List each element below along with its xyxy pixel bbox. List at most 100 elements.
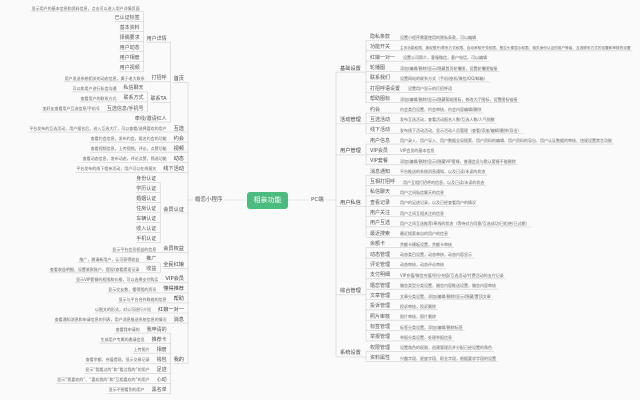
node-subtopic[interactable]: 帮助图标	[370, 96, 391, 103]
node-subtopic[interactable]: VIP套餐	[370, 158, 388, 165]
node-topic[interactable]: 帮助	[173, 296, 184, 303]
node-subtopic[interactable]: 支付明细	[370, 272, 391, 279]
node-subtopic[interactable]: 身份认证	[136, 175, 157, 182]
node-subtopic[interactable]: 联系我们	[370, 75, 391, 82]
node-subtopic[interactable]: 推广	[146, 256, 157, 263]
node-topic[interactable]: 红娘一对一	[158, 306, 184, 313]
node-topic[interactable]: 用户私信	[340, 200, 361, 207]
node-subtopic[interactable]: 资料属性	[370, 355, 391, 362]
node-subtopic[interactable]: 用户关注	[370, 210, 391, 217]
node-topic[interactable]: 懂得推荐	[163, 286, 184, 293]
node-subtopic[interactable]: 基本资料	[119, 25, 140, 32]
node-subtopic[interactable]: 心动	[156, 376, 167, 383]
node-subtopic[interactable]: 联系TA	[150, 95, 167, 102]
node-topic[interactable]: 动态	[173, 155, 184, 162]
node-topic[interactable]: 约会	[173, 135, 184, 142]
node-description: 用户之间互选推荐/牵线的状态（等待对方同意/互选成功/已拒绝/已过期）	[400, 220, 530, 226]
node-subtopic[interactable]: 隐私条款	[370, 34, 391, 40]
node-subtopic[interactable]: 约会	[370, 106, 381, 113]
node-description: VIP会员的基本信息	[400, 148, 435, 154]
node-topic[interactable]: 活动管理	[340, 117, 361, 124]
node-description: 显示“我喜欢的”、“喜欢我的”和“互相喜欢的”的用户	[57, 377, 150, 383]
node-subtopic[interactable]: 举报管理	[370, 334, 391, 341]
node-topic[interactable]: 视频	[173, 145, 184, 152]
node-topic[interactable]: 线下活动	[163, 165, 184, 172]
node-subtopic[interactable]: 消息通知	[370, 168, 391, 175]
node-description: 显示平台会员权益的信息	[112, 246, 157, 252]
node-subtopic[interactable]: 互相打招呼	[370, 179, 396, 186]
central-topic[interactable]: 相亲功能	[247, 192, 288, 209]
node-topic[interactable]: 我的	[173, 357, 184, 364]
node-description: 显示交友数，懂得我的资讯	[108, 286, 157, 292]
node-subtopic[interactable]: 用户互选	[370, 220, 391, 227]
node-description: 查看收益明细，设置收款账户，提现/查看提现记录	[49, 266, 140, 272]
node-subtopic[interactable]: 用户相册	[119, 55, 140, 62]
node-description: 添加/编辑/删除/显示/隐藏VIP套餐，普通会员与默认套餐不能删除	[400, 158, 516, 164]
node-subtopic[interactable]: 收入认证	[136, 226, 157, 233]
node-subtopic[interactable]: 收益	[146, 266, 157, 273]
node-subtopic[interactable]: 钱包	[156, 356, 167, 363]
node-subtopic[interactable]: 择偶要求	[119, 35, 140, 42]
branch-pc[interactable]: PC端	[309, 196, 326, 204]
node-topic[interactable]: 用户管理	[340, 148, 361, 155]
node-subtopic[interactable]: 动态管理	[370, 251, 391, 258]
node-subtopic[interactable]: 联系方式	[123, 95, 144, 102]
branch-mini-program[interactable]: 婚恋小程序	[193, 196, 225, 204]
node-subtopic[interactable]: 打招呼语设置	[370, 85, 401, 92]
node-topic[interactable]: 会员认证	[163, 206, 184, 213]
node-subtopic[interactable]: 打招呼	[151, 75, 167, 82]
node-subtopic[interactable]: 最近搜索	[370, 230, 391, 237]
node-subtopic[interactable]: 用户动态	[119, 45, 140, 52]
node-subtopic[interactable]: 已认证标签	[114, 15, 140, 22]
node-topic[interactable]: 互选	[173, 125, 184, 132]
node-subtopic[interactable]: 私信聊天	[123, 85, 144, 92]
node-subtopic[interactable]: 车辆认证	[136, 216, 157, 223]
node-description: 投诉审核，投诉删除	[400, 303, 436, 309]
node-topic[interactable]: 会员权益	[163, 246, 184, 253]
node-description: 添加/编辑/删除/显示/隐藏帮助图标，修改大厅图标，设置图标链接	[400, 96, 518, 102]
node-topic[interactable]: 首页	[173, 76, 184, 83]
node-description: 显示“我看过的”和“看过我的”的用户	[85, 367, 150, 373]
node-description: 设置网站的联系方式（手机/座机/微信/QQ/邮箱）	[400, 75, 488, 81]
node-subtopic[interactable]: 互选活动	[370, 116, 391, 123]
node-subtopic[interactable]: 投诉管理	[370, 303, 391, 310]
node-subtopic[interactable]: 权限管理	[370, 344, 391, 351]
node-description: 约会类目设置，约会审核，约会内容编辑/删除	[400, 107, 482, 113]
node-description: 用户互相打招呼的信息，以及已读/未读的状态	[403, 179, 485, 185]
node-subtopic[interactable]: 黑名单	[151, 386, 167, 393]
node-subtopic[interactable]: 轮播图	[370, 65, 386, 72]
node-topic[interactable]: 全民红娘	[163, 261, 184, 268]
node-subtopic[interactable]: 学历认证	[136, 185, 157, 192]
node-subtopic[interactable]: 余额卡	[370, 241, 386, 248]
node-subtopic[interactable]: 照片审核	[370, 313, 391, 320]
node-subtopic[interactable]: 查看记录	[370, 199, 391, 206]
node-subtopic[interactable]: 文章管理	[370, 293, 391, 299]
node-subtopic[interactable]: 相册	[156, 346, 167, 353]
node-topic[interactable]: 基础设置	[340, 65, 361, 72]
node-subtopic[interactable]: 互选信息/手机号	[106, 105, 144, 112]
node-subtopic[interactable]: 婚恋管理	[370, 282, 391, 289]
node-subtopic[interactable]: 足迹	[156, 366, 167, 373]
node-subtopic[interactable]: 红娘一对一	[370, 54, 396, 61]
node-subtopic[interactable]: 用户视频	[119, 65, 140, 72]
node-topic[interactable]: 综合管理	[340, 288, 361, 295]
node-subtopic[interactable]: 婚姻认证	[136, 195, 157, 202]
node-subtopic[interactable]: 手机认证	[136, 236, 157, 243]
node-subtopic[interactable]: 用户信息	[370, 137, 391, 144]
node-description: 用户之间私信聊天的信息	[400, 189, 444, 195]
node-subtopic[interactable]: 评论管理	[370, 261, 391, 268]
node-subtopic[interactable]: 我申请的	[146, 326, 167, 333]
node-subtopic[interactable]: VIP会员	[370, 147, 388, 154]
node-subtopic[interactable]: 用户详情	[146, 35, 167, 42]
node-subtopic[interactable]: 功能开关	[370, 44, 391, 51]
node-description: 显示不想看到的用户	[108, 387, 145, 393]
node-subtopic[interactable]: 推荐卡	[151, 336, 167, 343]
node-subtopic[interactable]: 住房认证	[136, 206, 157, 212]
node-topic[interactable]: 消息	[173, 316, 184, 323]
node-subtopic[interactable]: 私信聊天	[370, 189, 391, 196]
node-subtopic[interactable]: 牵线/邀请红人	[134, 115, 167, 122]
node-subtopic[interactable]: 标签管理	[370, 324, 391, 331]
node-topic[interactable]: 系统设置	[340, 350, 361, 357]
node-topic[interactable]: VIP会员	[165, 276, 184, 283]
node-subtopic[interactable]: 线下活动	[370, 127, 391, 134]
